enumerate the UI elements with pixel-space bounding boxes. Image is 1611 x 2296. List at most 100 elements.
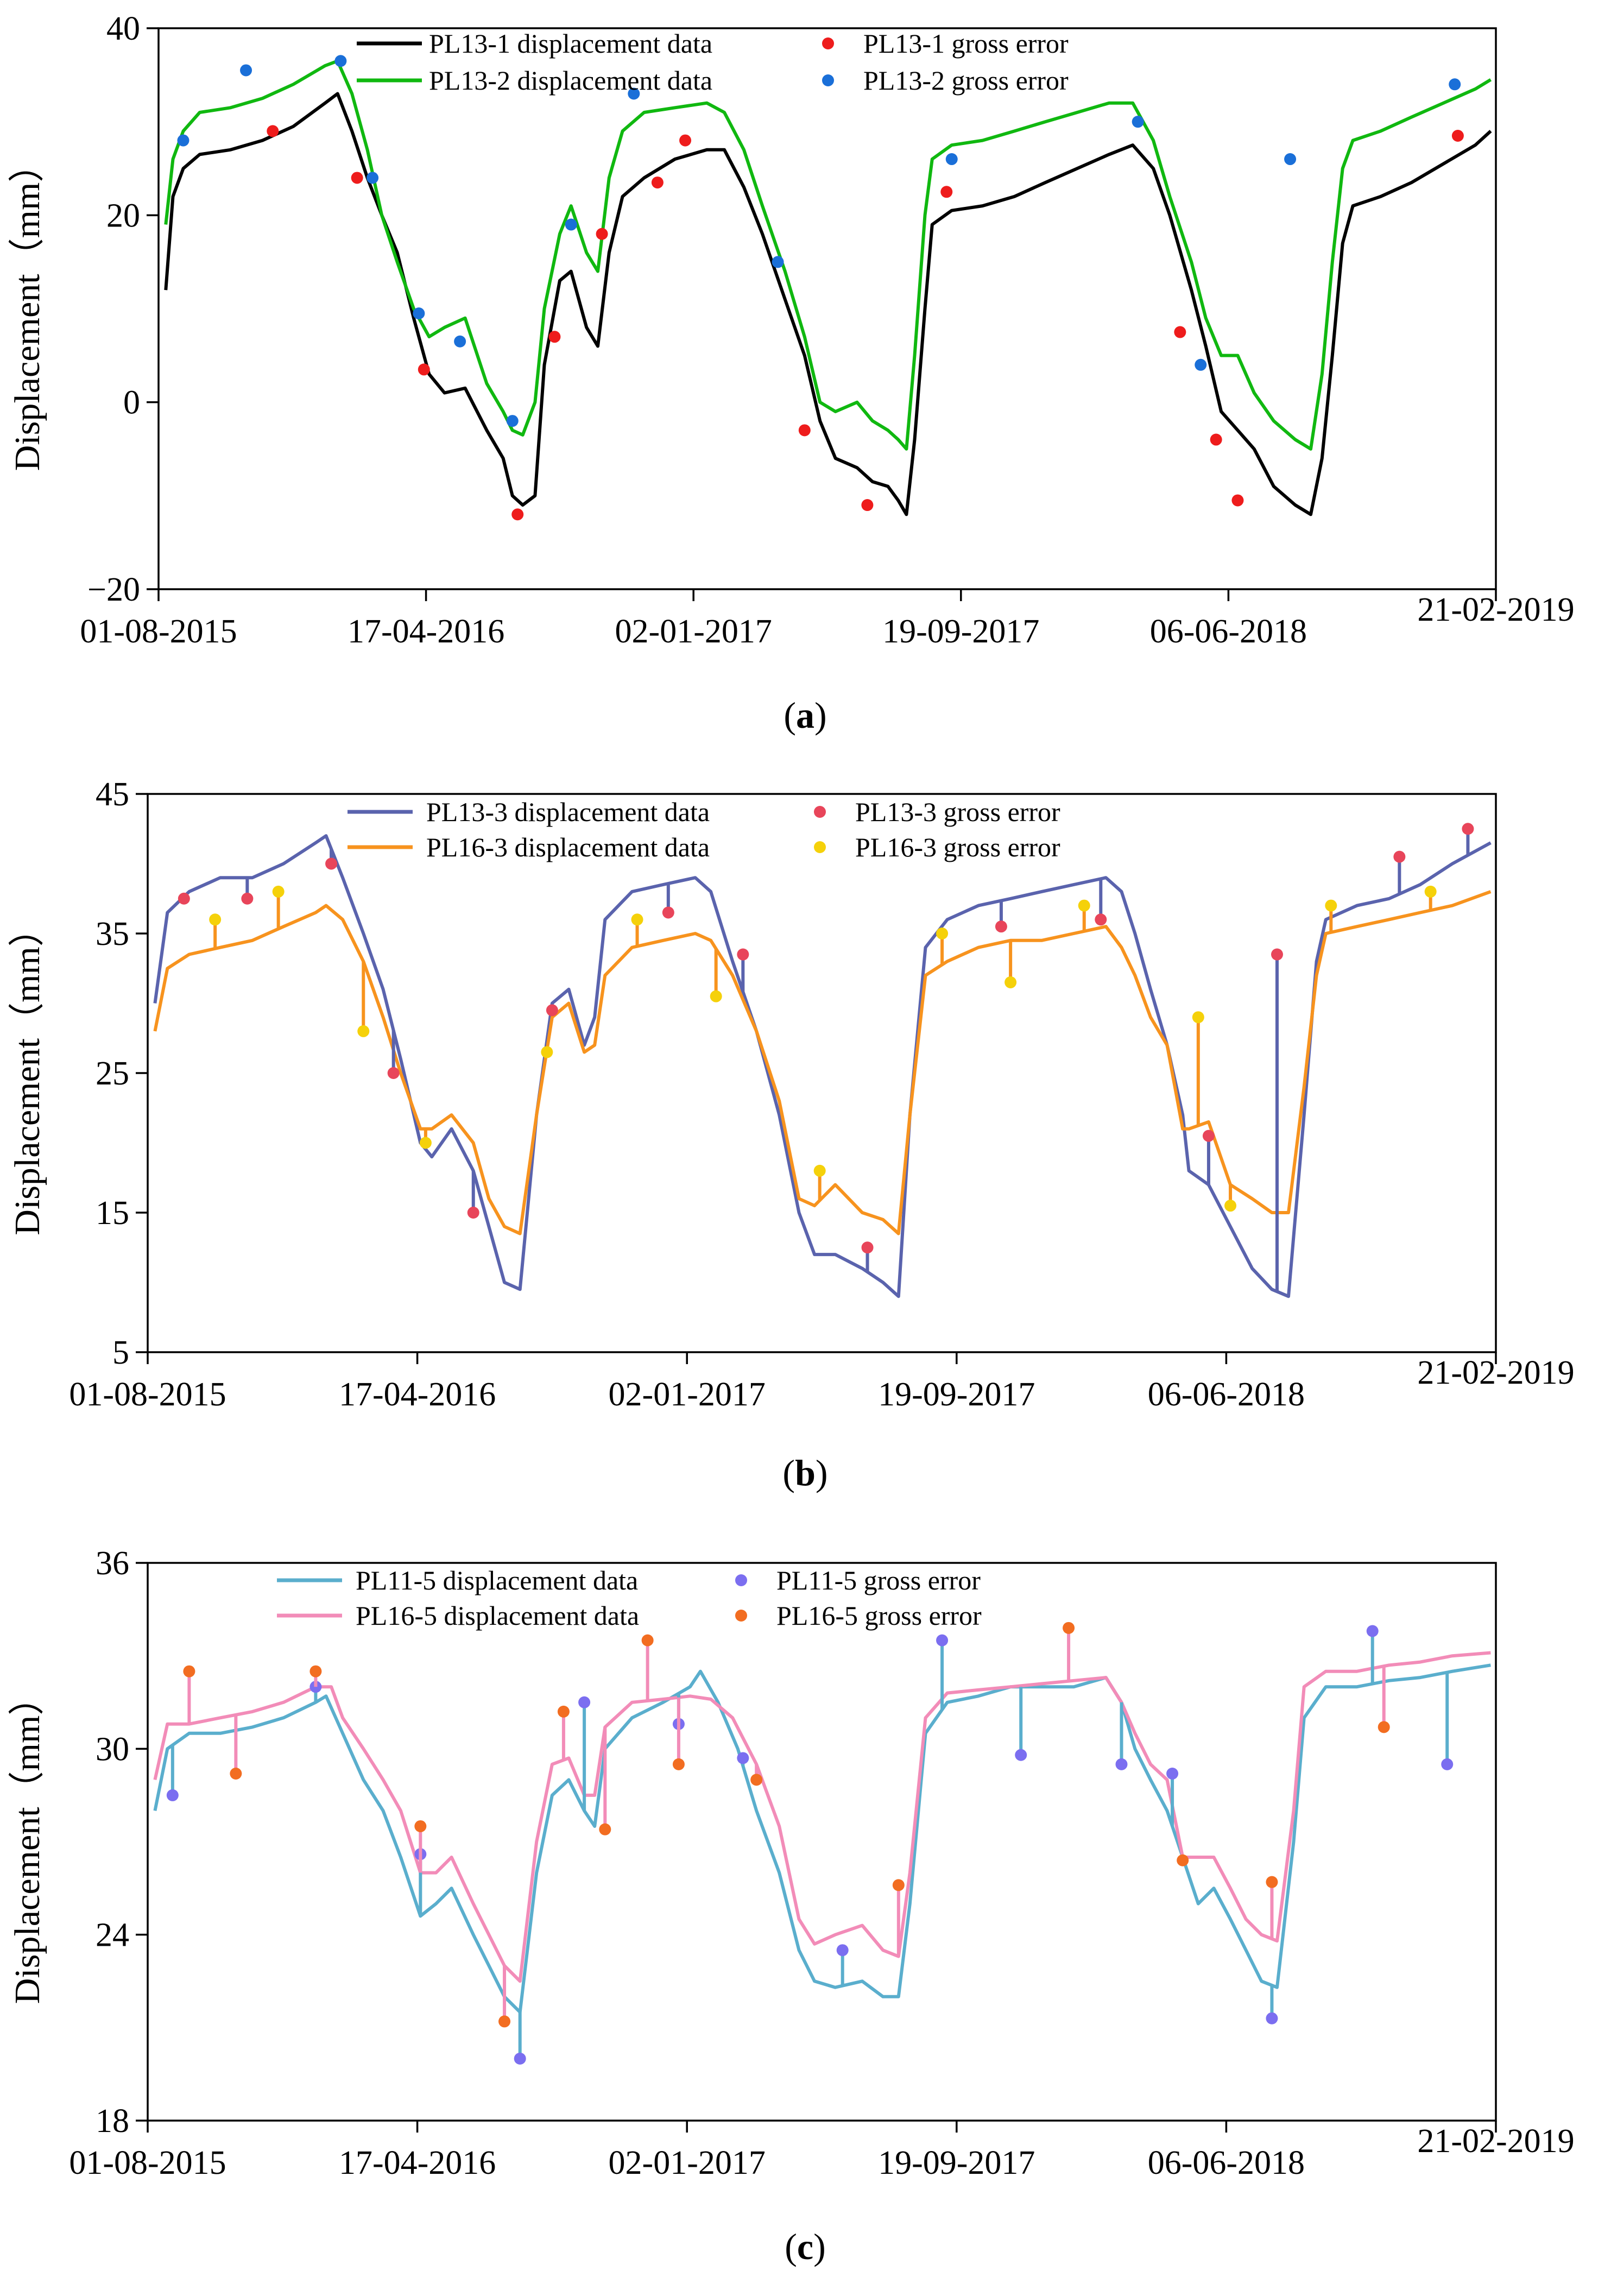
panel-caption: (c) — [785, 2226, 826, 2267]
legend-label: PL13-2 gross error — [863, 65, 1069, 96]
gross-error-point — [230, 1767, 242, 1780]
gross-error-point — [272, 885, 285, 898]
gross-error-point — [1192, 1011, 1204, 1024]
x-tick-label: 21-02-2019 — [1417, 1354, 1574, 1391]
x-tick-label: 21-02-2019 — [1417, 2123, 1574, 2160]
gross-error-point — [351, 172, 363, 184]
gross-error-point — [1210, 433, 1222, 446]
gross-error-point — [1424, 885, 1437, 898]
legend-label: PL16-3 gross error — [855, 832, 1060, 862]
gross-error-point — [1174, 326, 1186, 338]
gross-error-point — [419, 1137, 432, 1149]
plot-frame — [157, 27, 1497, 590]
y-tick-label: 36 — [96, 1545, 129, 1582]
x-tick-label: 19-09-2017 — [878, 1376, 1035, 1413]
legend-dot-swatch — [814, 841, 826, 853]
gross-error-point — [1166, 1767, 1179, 1780]
gross-error-point — [662, 906, 674, 919]
legend: PL11-5 displacement data PL16-5 displacem… — [277, 1565, 982, 1631]
y-tick-label: 35 — [96, 916, 129, 953]
legend-label: PL13-3 displacement data — [426, 797, 710, 827]
gross-error-point — [1177, 1854, 1189, 1866]
gross-error-point — [628, 87, 640, 100]
caption-letter: b — [795, 1452, 816, 1493]
caption-letter: c — [797, 2226, 813, 2267]
legend-label: PL13-3 gross error — [855, 797, 1060, 827]
gross-error-point — [546, 1004, 558, 1017]
y-tick-label: 20 — [106, 197, 140, 234]
gross-error-point — [596, 228, 608, 240]
gross-error-point — [945, 153, 958, 166]
legend: PL13-1 displacement data PL13-2 displacem… — [357, 28, 1069, 96]
series-line-1 — [153, 1651, 1491, 1983]
gross-error-point — [498, 2015, 511, 2028]
gross-error-point — [178, 892, 190, 905]
gross-error-point — [511, 508, 524, 521]
gross-error-point — [166, 1789, 179, 1801]
y-tick-label: 30 — [96, 1731, 129, 1768]
gross-error-point — [1462, 823, 1474, 835]
gross-error-point — [836, 1944, 849, 1957]
legend-label: PL16-5 displacement data — [356, 1600, 639, 1631]
gross-error-point — [940, 186, 953, 198]
legend-label: PL13-1 gross error — [863, 28, 1069, 59]
gross-error-point — [936, 928, 949, 939]
gross-error-point — [672, 1758, 685, 1770]
gross-error-point — [679, 134, 692, 147]
gross-error-point — [1325, 899, 1337, 912]
legend-label: PL13-2 displacement data — [429, 65, 712, 96]
gross-error-point — [750, 1774, 763, 1786]
gross-error-point — [1078, 899, 1090, 912]
legend-label: PL13-1 displacement data — [429, 28, 712, 59]
gross-error-point — [1378, 1721, 1390, 1733]
x-tick-label: 02-01-2017 — [609, 1376, 766, 1413]
series-line-1 — [164, 59, 1492, 451]
caption-letter: a — [796, 695, 814, 736]
gross-error-point — [241, 892, 254, 905]
gross-error-point — [267, 125, 279, 137]
gross-error-point — [325, 857, 338, 870]
gross-error-point — [578, 1696, 591, 1708]
gross-error-point — [1266, 1876, 1278, 1888]
x-tick-label: 01-08-2015 — [80, 613, 237, 650]
gross-error-point — [1063, 1622, 1075, 1634]
legend-dot-swatch — [814, 806, 826, 818]
caption-open: ( — [784, 695, 796, 736]
gross-error-point — [936, 1634, 949, 1647]
x-tick-label: 17-04-2016 — [339, 2144, 496, 2181]
series-line-0 — [153, 834, 1492, 1298]
gross-error-point — [737, 948, 749, 961]
gross-error-point — [1004, 976, 1017, 988]
gross-error-point — [183, 1665, 195, 1677]
plot-frame — [147, 793, 1497, 1353]
gross-error-point — [599, 1823, 611, 1835]
gross-error-point — [209, 913, 222, 926]
gross-error-point — [1393, 850, 1406, 863]
gross-error-point — [1202, 1130, 1215, 1142]
gross-error-point — [548, 331, 561, 343]
gross-error-point — [309, 1665, 322, 1677]
x-tick-label: 01-08-2015 — [69, 1376, 226, 1413]
gross-error-point — [1132, 116, 1144, 128]
chart-panel-c: 01-08-2015 17-04-2016 02-01-2017 19-09-2017… — [8, 1545, 1575, 2267]
panel-caption: (b) — [782, 1452, 827, 1493]
x-tick-label: 02-01-2017 — [615, 613, 772, 650]
series-line-1 — [153, 890, 1492, 1235]
x-tick-label: 19-09-2017 — [882, 613, 1039, 650]
gross-error-point — [541, 1046, 553, 1058]
gross-error-point — [995, 920, 1007, 933]
gross-error-point — [413, 307, 425, 320]
gross-error-point — [1284, 153, 1297, 166]
x-tick-label: 17-04-2016 — [339, 1376, 496, 1413]
legend: PL13-3 displacement data PL16-3 displacem… — [348, 797, 1060, 862]
caption-open: ( — [785, 2226, 797, 2267]
gross-error-point — [1195, 358, 1207, 371]
gross-error-point — [334, 55, 347, 67]
x-tick-label: 01-08-2015 — [69, 2144, 226, 2181]
gross-error-point — [710, 990, 722, 1002]
gross-error-point — [798, 424, 811, 437]
gross-error-point — [565, 218, 577, 231]
caption-close: ) — [814, 695, 827, 736]
legend-dot-swatch — [735, 1574, 747, 1586]
